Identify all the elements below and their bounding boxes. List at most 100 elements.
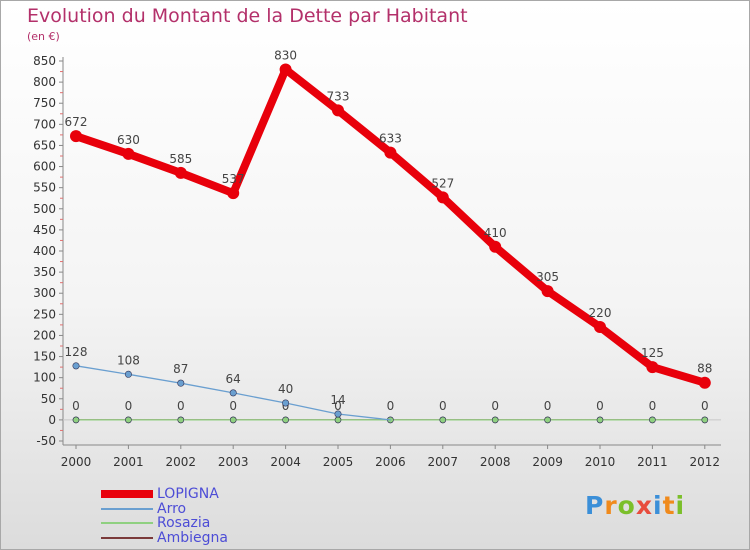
data-point-rosazia xyxy=(334,416,342,424)
y-tick-label: 550 xyxy=(33,181,56,195)
x-tick-label: 2008 xyxy=(480,455,511,469)
data-point-arro xyxy=(334,410,342,418)
legend-item: Ambiegna xyxy=(101,531,228,546)
x-tick-label: 2005 xyxy=(323,455,354,469)
data-point-rosazia xyxy=(491,416,499,424)
data-label-lopigna: 633 xyxy=(379,132,402,146)
y-tick-label: 250 xyxy=(33,307,56,321)
chart-subtitle: (en €) xyxy=(27,30,60,43)
data-label-arro: 128 xyxy=(65,345,88,359)
y-tick-label: -50 xyxy=(36,434,56,448)
legend-swatch xyxy=(101,522,153,525)
logo-letter: t xyxy=(662,491,676,520)
x-tick-label: 2007 xyxy=(428,455,459,469)
data-point-rosazia xyxy=(282,416,289,424)
data-point-lopigna xyxy=(332,104,344,117)
legend-item: Arro xyxy=(101,502,228,517)
x-tick-label: 2009 xyxy=(532,455,563,469)
data-label-ambiegna: 0 xyxy=(387,399,395,413)
legend-item: LOPIGNA xyxy=(101,487,228,502)
x-tick-label: 2010 xyxy=(585,455,616,469)
data-point-rosazia xyxy=(649,416,656,424)
data-point-rosazia xyxy=(72,416,80,424)
data-point-lopigna xyxy=(646,361,659,374)
y-tick-label: 600 xyxy=(33,160,56,174)
data-point-lopigna xyxy=(122,147,135,160)
y-tick-label: 400 xyxy=(33,244,56,258)
y-tick-label: 300 xyxy=(33,286,56,300)
x-tick-label: 2001 xyxy=(113,455,144,469)
data-label-ambiegna: 0 xyxy=(701,399,709,413)
data-point-lopigna xyxy=(174,166,187,179)
logo-letter: i xyxy=(675,491,686,520)
logo-letter: r xyxy=(604,491,618,520)
data-label-ambiegna: 0 xyxy=(649,399,657,413)
data-point-lopigna xyxy=(70,130,82,143)
x-tick-label: 2006 xyxy=(375,455,406,469)
data-label-lopigna: 585 xyxy=(169,152,192,166)
y-tick-label: 850 xyxy=(33,54,56,68)
data-label-lopigna: 220 xyxy=(589,306,612,320)
x-tick-label: 2004 xyxy=(270,455,301,469)
data-label-lopigna: 672 xyxy=(65,115,88,129)
data-label-ambiegna: 0 xyxy=(596,399,604,413)
y-tick-label: 50 xyxy=(41,392,56,406)
data-label-arro: 64 xyxy=(226,372,241,386)
data-label-ambiegna: 0 xyxy=(229,399,237,413)
legend-swatch xyxy=(101,536,153,539)
logo-letter: P xyxy=(585,491,605,520)
chart-title: Evolution du Montant de la Dette par Hab… xyxy=(27,5,468,27)
data-point-lopigna xyxy=(227,187,240,200)
data-label-arro: 108 xyxy=(117,353,140,367)
data-point-rosazia xyxy=(596,416,604,424)
data-label-ambiegna: 0 xyxy=(334,399,342,413)
data-point-rosazia xyxy=(439,416,447,424)
data-point-lopigna xyxy=(384,146,397,159)
data-point-lopigna xyxy=(594,321,606,333)
data-label-lopigna: 125 xyxy=(641,346,664,360)
y-tick-label: 450 xyxy=(33,223,56,237)
data-point-arro xyxy=(72,362,80,370)
data-point-arro xyxy=(282,399,290,407)
series-line-lopigna xyxy=(72,65,709,387)
data-label-lopigna: 830 xyxy=(274,48,297,62)
x-tick-label: 2000 xyxy=(61,455,92,469)
legend-item: Rosazia xyxy=(101,516,228,531)
data-label-lopigna: 630 xyxy=(117,133,140,147)
y-tick-label: 100 xyxy=(33,371,56,385)
y-tick-label: 650 xyxy=(33,138,56,152)
logo-letter: o xyxy=(617,491,636,520)
proxiti-logo: Proxiti xyxy=(585,491,685,520)
y-tick-label: 350 xyxy=(33,265,56,279)
y-tick-label: 150 xyxy=(33,350,56,364)
data-label-lopigna: 733 xyxy=(327,89,350,103)
y-tick-label: 750 xyxy=(33,96,56,110)
data-label-ambiegna: 0 xyxy=(491,399,499,413)
data-point-lopigna xyxy=(436,191,449,204)
data-point-rosazia xyxy=(125,416,132,424)
legend-label: LOPIGNA xyxy=(157,486,219,503)
y-tick-label: 500 xyxy=(33,202,56,216)
data-point-arro xyxy=(229,389,237,397)
y-tick-label: 700 xyxy=(33,117,56,131)
x-tick-label: 2002 xyxy=(166,455,197,469)
data-label-lopigna: 305 xyxy=(536,270,559,284)
data-label-lopigna: 527 xyxy=(431,176,454,190)
legend-label: Arro xyxy=(157,500,187,517)
data-label-ambiegna: 0 xyxy=(544,399,552,413)
data-label-lopigna: 88 xyxy=(697,362,712,376)
data-label-ambiegna: 0 xyxy=(177,399,185,413)
y-tick-label: 200 xyxy=(33,328,56,342)
data-label-lopigna: 537 xyxy=(222,172,245,186)
data-point-lopigna xyxy=(541,285,554,298)
logo-letter: i xyxy=(653,491,663,520)
x-tick-label: 2011 xyxy=(637,455,668,469)
data-label-arro: 40 xyxy=(278,382,293,396)
x-tick-label: 2003 xyxy=(218,455,249,469)
data-label-arro: 87 xyxy=(173,362,188,376)
y-tick-label: 800 xyxy=(33,75,56,89)
data-point-rosazia xyxy=(229,416,237,424)
data-label-arro: 14 xyxy=(330,393,345,407)
data-point-rosazia xyxy=(544,416,551,424)
